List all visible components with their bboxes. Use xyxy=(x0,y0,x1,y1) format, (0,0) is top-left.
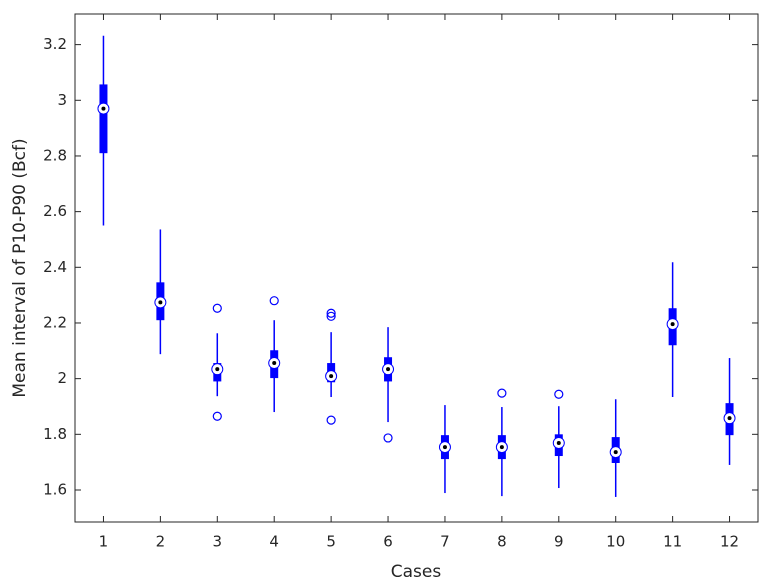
outlier xyxy=(212,303,222,313)
x-tick-label: 6 xyxy=(383,533,393,551)
y-tick-label: 2 xyxy=(57,369,67,387)
x-tick-label: 3 xyxy=(213,533,223,551)
outlier xyxy=(554,389,564,399)
median-dot xyxy=(158,300,163,305)
median-dot xyxy=(499,445,504,450)
x-tick-label: 11 xyxy=(663,533,682,551)
y-tick-label: 2.8 xyxy=(43,146,67,164)
x-tick-label: 12 xyxy=(720,533,739,551)
x-tick-label: 2 xyxy=(156,533,166,551)
median-dot xyxy=(272,361,277,366)
x-axis-label: Cases xyxy=(391,562,442,582)
outlier xyxy=(383,433,393,443)
y-tick-label: 1.8 xyxy=(43,425,67,443)
median-dot xyxy=(442,445,447,450)
y-axis-label: Mean interval of P10-P90 (Bcf) xyxy=(10,138,30,397)
y-tick-label: 2.4 xyxy=(43,258,67,276)
x-tick-label: 9 xyxy=(554,533,564,551)
outlier xyxy=(326,311,336,321)
outlier xyxy=(326,415,336,425)
median-dot xyxy=(727,416,732,421)
median-dot xyxy=(329,374,334,379)
box xyxy=(99,84,108,154)
outlier xyxy=(269,296,279,306)
x-tick-label: 5 xyxy=(326,533,336,551)
x-tick-label: 4 xyxy=(269,533,279,551)
outlier xyxy=(326,308,336,318)
median-dot xyxy=(386,367,391,372)
x-tick-label: 10 xyxy=(606,533,625,551)
y-tick-label: 3.2 xyxy=(43,35,67,53)
plot-area xyxy=(74,13,759,523)
median-dot xyxy=(556,440,561,445)
y-tick-label: 3 xyxy=(57,91,67,109)
x-tick-label: 8 xyxy=(497,533,507,551)
median-dot xyxy=(101,106,106,111)
median-dot xyxy=(670,322,675,327)
x-tick-label: 1 xyxy=(99,533,109,551)
median-dot xyxy=(215,367,220,372)
y-tick-label: 2.2 xyxy=(43,313,67,331)
median-dot xyxy=(613,450,618,455)
x-tick-label: 7 xyxy=(440,533,450,551)
y-tick-label: 1.6 xyxy=(43,480,67,498)
outlier xyxy=(497,388,507,398)
y-tick-label: 2.6 xyxy=(43,202,67,220)
outlier xyxy=(212,411,222,421)
